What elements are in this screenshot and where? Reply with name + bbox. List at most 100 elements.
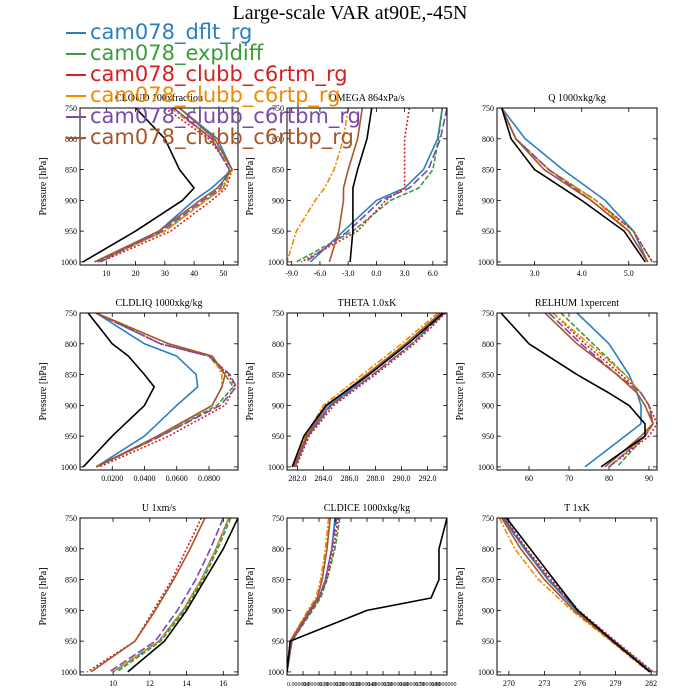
legend-swatch: [66, 137, 86, 139]
x-tick-label: 0.0000020: [319, 682, 345, 688]
x-tick-label: 6.0: [428, 269, 438, 278]
y-axis-label: Pressure [hPa]: [38, 567, 49, 625]
legend-entry: cam078_clubb_c6rtbm_rg: [66, 106, 361, 127]
panel-title: U 1xm/s: [142, 503, 176, 514]
series-line: [95, 313, 234, 468]
plot-frame: [79, 107, 239, 266]
series-line: [95, 313, 223, 468]
y-tick-label: 1000: [61, 258, 77, 267]
series-line: [287, 518, 330, 672]
series-line: [503, 518, 653, 673]
plot-frame: [286, 517, 448, 676]
x-tick-label: 0.0000050: [367, 682, 393, 688]
y-tick-label: 800: [482, 135, 494, 144]
plot-frame: [286, 312, 448, 471]
y-tick-label: 1000: [268, 258, 284, 267]
x-tick-label: 3.0: [530, 269, 540, 278]
x-tick-label: 0.0000010: [303, 682, 329, 688]
y-tick-label: 900: [482, 196, 494, 205]
y-tick-label: 750: [482, 104, 494, 113]
series-line: [552, 313, 657, 468]
legend-swatch: [66, 74, 86, 76]
series-line: [544, 313, 654, 468]
y-tick-label: 850: [482, 371, 494, 380]
series-line: [328, 108, 364, 263]
series-line: [82, 108, 195, 263]
y-axis-label: Pressure [hPa]: [245, 567, 256, 625]
series-line: [112, 518, 230, 673]
plot-frame: [496, 107, 658, 266]
chart-panel: CLDICE 1000xkg/kg Pressure [hPa] 750 800 850…: [245, 503, 457, 688]
plot-frame: [496, 517, 658, 676]
panel-title: CLDLIQ 1000xkg/kg: [116, 298, 203, 309]
legend-label: cam078_clubb_c6rtm_rg: [90, 62, 348, 86]
series-line: [127, 518, 238, 673]
x-tick-label: 282: [645, 679, 657, 688]
y-tick-label: 800: [65, 545, 77, 554]
x-tick-label: 284.0: [314, 474, 332, 483]
x-tick-label: 290.0: [392, 474, 410, 483]
chart-panel: RELHUM 1xpercent Pressure [hPa] 750 800 850 9…: [455, 298, 658, 483]
y-axis-label: Pressure [hPa]: [38, 362, 49, 420]
x-tick-label: 270: [503, 679, 515, 688]
series-line: [291, 313, 444, 468]
y-tick-label: 950: [272, 637, 284, 646]
x-tick-label: 292.0: [418, 474, 436, 483]
series-line: [349, 108, 373, 262]
x-tick-label: 276: [574, 679, 586, 688]
x-tick-label: 0.0000080: [415, 682, 441, 688]
y-tick-label: 900: [482, 401, 494, 410]
x-tick-label: 0.0000030: [335, 682, 361, 688]
y-axis-label: Pressure [hPa]: [245, 362, 256, 420]
x-tick-label: 30: [161, 269, 169, 278]
x-tick-label: -6.0: [314, 269, 327, 278]
series-line: [292, 313, 439, 468]
y-axis-label: Pressure [hPa]: [455, 157, 466, 215]
series-line: [295, 313, 447, 468]
y-tick-label: 850: [65, 576, 77, 585]
series-line: [292, 313, 442, 468]
x-tick-label: 12: [146, 679, 154, 688]
series-group: [498, 518, 654, 673]
legend-entry: cam078_expldiff: [66, 43, 361, 64]
series-line: [500, 313, 646, 468]
series-group: [500, 313, 657, 468]
legend-entry: cam078_clubb_c6rtbp_rg: [66, 127, 361, 148]
x-tick-label: 279: [610, 679, 622, 688]
x-tick-label: 4.0: [577, 269, 587, 278]
y-tick-label: 750: [482, 309, 494, 318]
panel-title: CLDICE 1000xkg/kg: [324, 503, 410, 514]
series-line: [500, 108, 649, 263]
series-line: [287, 108, 349, 263]
y-tick-label: 750: [65, 104, 77, 113]
series-line: [82, 313, 155, 468]
series-line: [95, 313, 199, 468]
x-tick-label: 14: [183, 679, 191, 688]
y-tick-label: 800: [65, 340, 77, 349]
series-line: [500, 108, 646, 263]
series-line: [95, 313, 236, 468]
x-tick-label: 288.0: [366, 474, 384, 483]
x-tick-label: 40: [190, 269, 198, 278]
y-tick-label: 800: [272, 135, 284, 144]
x-tick-label: 0.000000: [287, 682, 310, 688]
series-line: [300, 108, 411, 263]
legend-label: cam078_clubb_c6rtbm_rg: [90, 104, 361, 128]
y-tick-label: 750: [272, 309, 284, 318]
y-tick-label: 750: [272, 104, 284, 113]
x-tick-label: 0.0000090: [431, 682, 457, 688]
plot-frame: [79, 517, 239, 676]
legend-entry: cam078_dflt_rg: [66, 22, 361, 43]
y-tick-label: 850: [65, 371, 77, 380]
series-group: [287, 518, 447, 673]
x-tick-label: 0.0000040: [351, 682, 377, 688]
x-tick-label: 50: [219, 269, 227, 278]
legend-label: cam078_clubb_c6rtp_rg: [90, 83, 341, 107]
legend-entry: cam078_clubb_c6rtp_rg: [66, 85, 361, 106]
series-line: [116, 518, 232, 673]
x-tick-label: -3.0: [342, 269, 355, 278]
series-line: [505, 518, 651, 673]
y-tick-label: 1000: [268, 668, 284, 677]
series-line: [95, 313, 226, 468]
